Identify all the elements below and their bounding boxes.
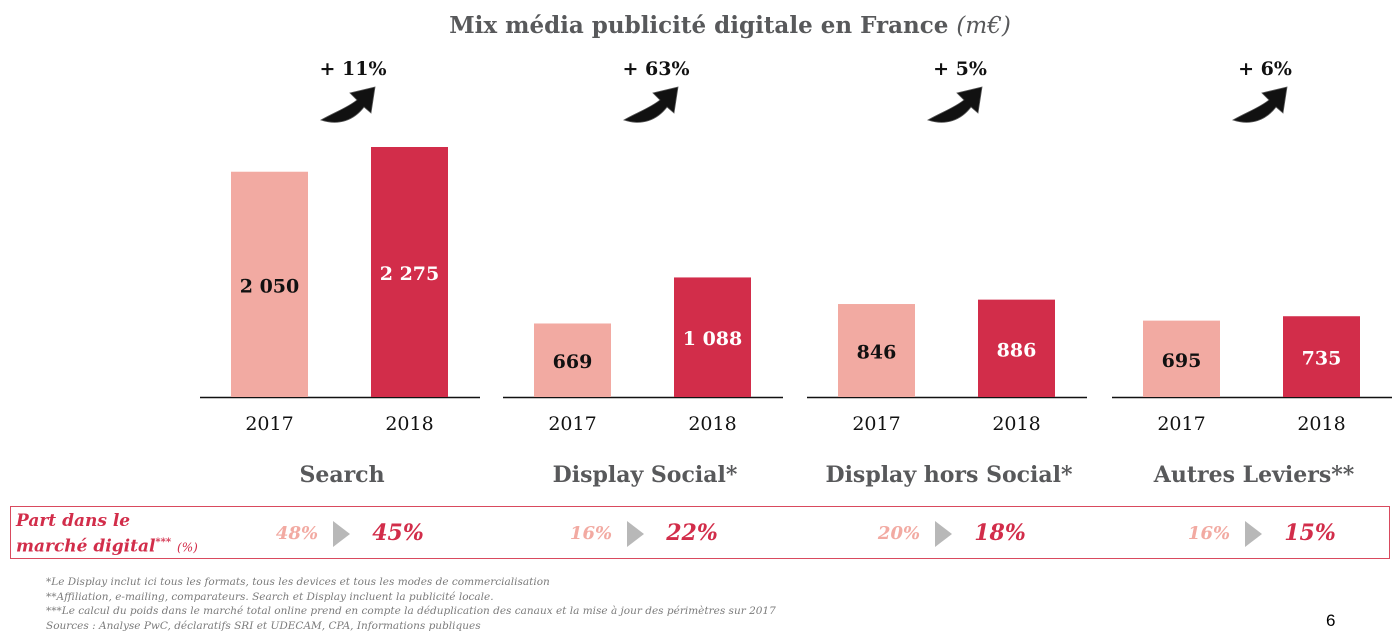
x-tick-label: 2018 [992,413,1040,435]
category-label: Autres Leviers** [1153,462,1355,488]
bar-2018 [674,277,751,397]
play-triangle-icon [333,521,350,547]
share-2018: 22% [666,520,718,546]
share-2018: 18% [974,520,1026,546]
market-share-label-stars: *** [155,537,172,548]
footnote-affiliation: **Affiliation, e-mailing, comparateurs. … [46,590,494,603]
growth-label: + 5% [933,58,987,80]
bar-2018 [371,147,448,397]
data-label: 2 275 [380,263,440,285]
bar-2017 [231,171,308,397]
x-tick-label: 2017 [548,413,596,435]
curved-up-right-arrow-icon [1232,86,1288,123]
x-tick-label: 2017 [852,413,900,435]
footnote-display: *Le Display inclut ici tous les formats,… [46,576,550,588]
growth-label: + 11% [319,58,386,80]
play-triangle-icon [627,521,644,547]
growth-label: + 63% [622,58,689,80]
category-label: Display Social* [553,462,738,488]
data-label: 669 [553,351,593,373]
footnote-calcul: ***Le calcul du poids dans le marché tot… [46,605,776,617]
market-share-label-line1: Part dans le [16,511,131,531]
play-triangle-icon [1245,521,1262,547]
share-2017: 16% [1187,523,1231,544]
chart-title-text: Mix média publicité digitale en France [449,12,949,39]
bar-2017 [534,323,611,397]
market-share-label-line2: marché digital*** (%) [16,532,236,559]
chart-title: Mix média publicité digitale en France (… [0,12,1400,39]
x-tick-label: 2017 [1157,413,1205,435]
data-label: 1 088 [683,328,743,350]
share-2017: 48% [275,523,319,544]
bar-2017 [838,304,915,397]
bar-2017 [1143,320,1220,397]
x-tick-label: 2018 [688,413,736,435]
bar-chart: 2 050 2017 2 275 2018 Search + 11% 669 2017 1 08… [200,58,1392,488]
category-label: Search [299,462,384,488]
share-2018: 45% [372,520,424,546]
footnotes: *Le Display inclut ici tous les formats,… [46,575,776,633]
data-label: 695 [1162,350,1202,372]
data-label: 2 050 [240,275,300,297]
footnote-sources: Sources : Analyse PwC, déclaratifs SRI e… [46,619,481,632]
market-share-box: Part dans le marché digital*** (%) 48% 4… [10,506,1390,559]
curved-up-right-arrow-icon [623,86,679,123]
market-share-label-line2-text: marché digital [16,536,156,557]
x-tick-label: 2017 [245,413,293,435]
data-label: 846 [857,342,897,364]
chart-title-unit: (m€) [956,13,1011,39]
play-triangle-icon [935,521,952,547]
data-label: 886 [997,339,1037,361]
curved-up-right-arrow-icon [320,86,376,123]
share-2017: 16% [569,523,613,544]
bar-2018 [978,299,1055,397]
market-share-label: Part dans le marché digital*** (%) [16,511,236,559]
category-label: Display hors Social* [826,462,1073,488]
share-2017: 20% [877,523,921,544]
market-share-label-unit: (%) [177,540,198,555]
x-tick-label: 2018 [385,413,433,435]
share-2018: 15% [1284,520,1336,546]
page-number: 6 [1326,611,1336,630]
data-label: 735 [1302,348,1342,370]
growth-label: + 6% [1238,58,1292,80]
bar-2018 [1283,316,1360,397]
curved-up-right-arrow-icon [927,86,983,123]
x-tick-label: 2018 [1297,413,1345,435]
